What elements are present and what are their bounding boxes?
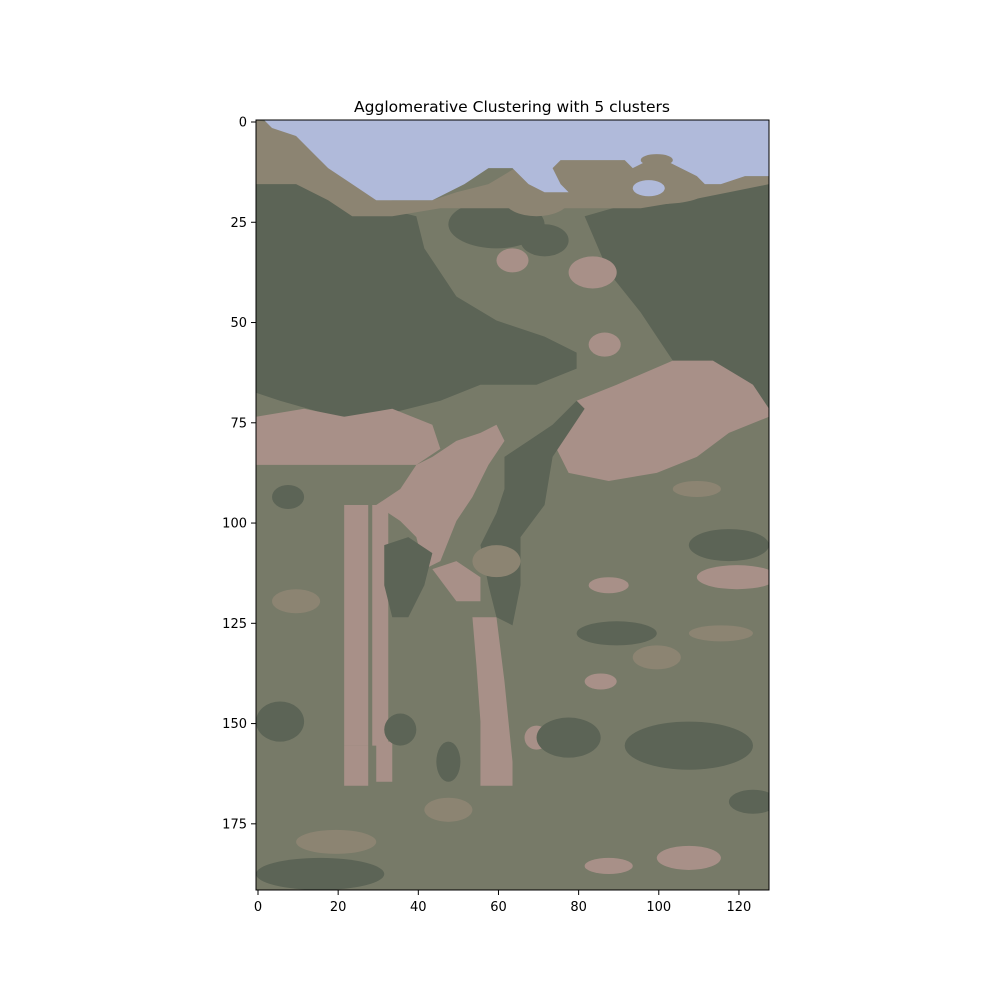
cluster-region: [496, 248, 529, 273]
y-tick-label: 150: [222, 717, 247, 732]
cluster-region: [588, 577, 629, 594]
cluster-region: [688, 529, 769, 562]
cluster-region: [376, 741, 393, 782]
cluster-region: [640, 154, 673, 167]
y-tick-label: 25: [230, 216, 247, 231]
cluster-region: [436, 741, 461, 782]
cluster-region: [584, 857, 633, 874]
plot-frame: [255, 119, 770, 891]
cluster-region: [624, 721, 753, 770]
cluster-region: [472, 617, 513, 786]
y-axis: 0 25 50 75 100 125 150 175: [222, 116, 256, 832]
cluster-region: [584, 184, 769, 409]
cluster-region: [632, 645, 681, 670]
cluster-region: [688, 625, 753, 642]
x-tick-label: 80: [570, 900, 587, 915]
cluster-region: [432, 561, 481, 602]
cluster-region: [256, 857, 385, 890]
cluster-region: [536, 717, 601, 758]
cluster-region: [376, 424, 505, 570]
x-axis: 0 20 40 60 80 100 120: [254, 890, 751, 915]
cluster-region: [272, 484, 305, 510]
x-tick-label: 0: [254, 900, 262, 915]
y-tick-label: 125: [222, 617, 247, 632]
y-tick-label: 100: [222, 517, 247, 532]
chart-title: Agglomerative Clustering with 5 clusters: [354, 98, 670, 116]
cluster-region: [296, 829, 377, 854]
cluster-region: [656, 845, 721, 870]
cluster-region: [424, 797, 473, 822]
cluster-region: [256, 701, 305, 742]
cluster-region: [256, 176, 577, 417]
x-tick-label: 40: [410, 900, 427, 915]
cluster-region: [632, 180, 665, 197]
cluster-region: [372, 505, 389, 746]
cluster-region: [588, 332, 621, 357]
y-tick-label: 0: [239, 116, 247, 131]
x-tick-label: 120: [727, 900, 752, 915]
cluster-region: [584, 673, 617, 690]
cluster-region: [344, 505, 369, 746]
cluster-region: [344, 745, 369, 786]
cluster-region: [672, 480, 721, 497]
cluster-region: [696, 565, 769, 590]
x-tick-label: 100: [646, 900, 671, 915]
cluster-region: [472, 545, 521, 578]
cluster-region: [384, 537, 433, 618]
cluster-region: [520, 224, 569, 257]
y-tick-label: 175: [222, 817, 247, 832]
cluster-image: [256, 120, 769, 890]
cluster-region: [576, 621, 657, 646]
cluster-region: [272, 589, 321, 614]
x-tick-label: 60: [490, 900, 507, 915]
y-tick-label: 50: [230, 316, 247, 331]
x-tick-label: 20: [330, 900, 347, 915]
cluster-region: [256, 408, 441, 465]
cluster-region: [384, 713, 417, 746]
cluster-region: [568, 256, 617, 289]
y-tick-label: 75: [230, 416, 247, 431]
cluster-region: [728, 789, 769, 814]
cluster-region: [552, 360, 769, 481]
cluster-region: [264, 120, 769, 201]
